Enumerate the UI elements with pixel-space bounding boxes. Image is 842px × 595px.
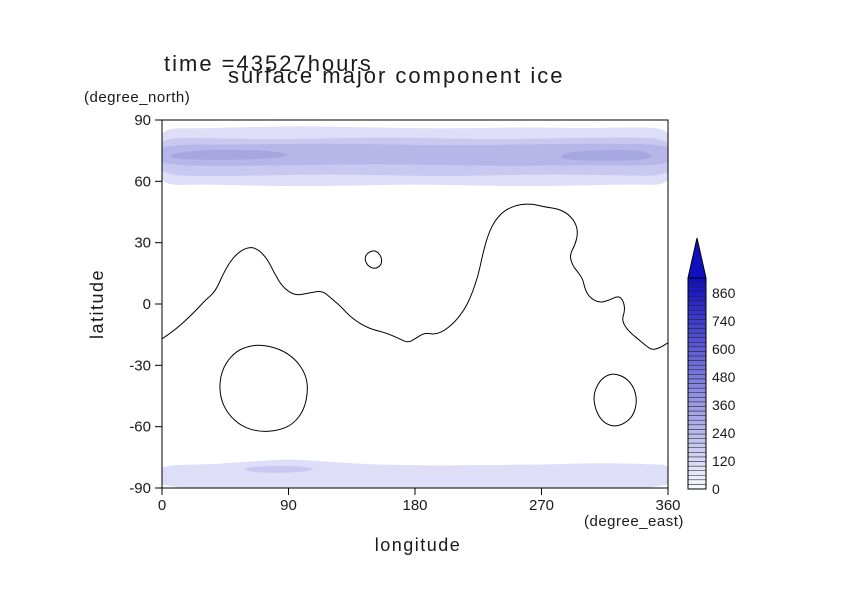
y-tick-label: -90 [129,480,151,497]
y-tick-label: 60 [134,173,151,190]
colorbar-label: 0 [712,481,720,497]
x-tick-label: 270 [529,497,554,514]
colorbar-segment [687,282,707,288]
colorbar-segment [687,286,707,293]
colorbar-segment [687,351,707,357]
colorbar-segment [687,337,707,343]
north-polar-ice-level4-east [561,150,652,161]
colorbar-segment [687,484,707,490]
contour-outlines [162,203,668,432]
y-tick-label: -60 [129,419,151,436]
north-polar-ice-level4-west [170,149,287,160]
zero-contour-basin-west [219,344,308,432]
colorbar-segment [687,387,707,393]
y-axis-unit-label: (degree_north) [84,89,190,106]
colorbar-segment [687,442,707,448]
colorbar-segment [687,406,707,412]
colorbar-segment [687,461,707,467]
colorbar-segment [687,433,707,439]
plot-title-variable: surface major component ice [228,63,564,88]
y-tick-label: -30 [129,357,151,374]
colorbar-segment [687,378,707,384]
colorbar-segment [687,456,707,462]
colorbar-segment [687,296,707,302]
colorbar-segment [687,305,707,311]
south-polar-ice-level2 [244,465,313,473]
colorbar-segment [687,355,707,361]
colorbar-segment [687,328,707,334]
colorbar-label: 860 [712,285,736,301]
colorbar-segment [687,479,707,485]
colorbar-segment [687,392,707,398]
colorbar-label: 120 [712,453,736,469]
colorbar-label: 480 [712,369,736,385]
colorbar-segment [687,438,707,444]
y-tick-label: 0 [143,296,151,313]
x-tick-label: 0 [158,497,166,514]
colorbar-label: 360 [712,397,736,413]
colorbar-segment [687,314,707,320]
zero-contour-small-closed [364,250,383,269]
chart-graphics: 0 90 180 270 360 90 60 30 0 -30 -60 -90 0 120 240 360 48… [129,112,735,514]
colorbar-segment [687,374,707,380]
colorbar: 0 120 240 360 480 600 740 860 [687,237,736,497]
colorbar-segment [687,332,707,338]
zero-contour-main [162,203,668,350]
x-tick-label: 90 [280,497,297,514]
colorbar-segment [687,383,707,389]
y-axis-label: latitude [87,269,107,339]
colorbar-segment [687,341,707,348]
zero-contour-basin-east [593,373,637,427]
colorbar-segment [687,369,707,375]
x-tick-label: 360 [655,497,680,514]
colorbar-segment [687,470,707,476]
colorbar-segment [687,291,707,297]
colorbar-segment [687,465,707,471]
colorbar-segment [687,319,707,325]
colorbar-segment [687,360,707,366]
colorbar-segment [687,397,707,403]
colorbar-segment [687,452,707,458]
colorbar-label: 740 [712,313,736,329]
colorbar-segment [687,415,707,421]
colorbar-segment [687,401,707,407]
colorbar-segment [687,424,707,430]
colorbar-segment [687,346,707,352]
colorbar-top-arrow-icon [687,237,707,279]
x-axis-label: longitude [375,535,462,555]
colorbar-segment [687,447,707,453]
colorbar-segment [687,419,707,426]
colorbar-label: 600 [712,341,736,357]
filled-ice-regions [162,126,668,488]
colorbar-segment [687,410,707,416]
colorbar-segment [687,364,707,371]
colorbar-segment [687,323,707,329]
colorbar-label: 240 [712,425,736,441]
colorbar-segment [687,300,707,306]
colorbar-segment [687,309,707,315]
y-tick-label: 90 [134,112,151,129]
plot-title-time: time =43527hours [164,51,373,76]
y-tick-label: 30 [134,235,151,252]
colorbar-segment [687,474,707,481]
x-axis-unit-label: (degree_east) [584,513,684,530]
colorbar-segment [687,277,707,283]
x-tick-label: 180 [402,497,427,514]
colorbar-segment [687,429,707,435]
north-polar-ice-level3 [162,143,668,166]
